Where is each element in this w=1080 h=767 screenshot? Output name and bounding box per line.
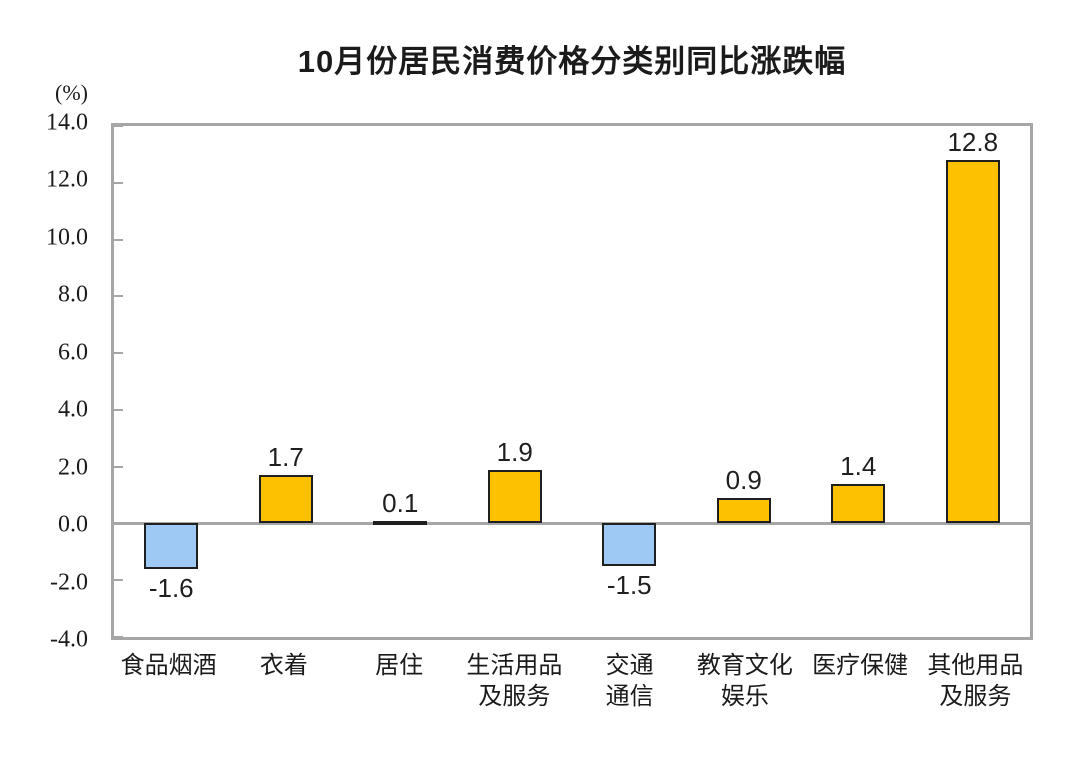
y-tick-label: 6.0 — [58, 339, 88, 366]
bar-positive — [831, 483, 886, 524]
x-category-label: 教育文化 娱乐 — [696, 652, 793, 710]
x-category-label: 衣着 — [259, 652, 308, 679]
bar-positive — [258, 475, 313, 524]
y-tick-label: 2.0 — [58, 454, 88, 481]
y-tick-label: 12.0 — [46, 166, 88, 193]
bar-value-label: 1.4 — [840, 450, 877, 481]
bar-positive — [373, 520, 428, 525]
y-axis-tick-labels: 14.0 12.0 10.0 8.0 6.0 4.0 2.0 0.0 -2.0 -4.0 — [0, 110, 88, 653]
x-category-label: 医疗保健 — [812, 652, 909, 679]
bar-value-label: 1.7 — [267, 442, 304, 473]
bar-negative — [602, 523, 657, 567]
axis-tick-mark — [114, 465, 123, 468]
bar-positive — [487, 469, 542, 524]
y-axis-unit-label: (%) — [55, 80, 88, 105]
axis-tick-mark — [114, 636, 123, 638]
x-category-label: 食品烟酒 — [120, 652, 217, 679]
y-tick-label: 14.0 — [46, 109, 88, 136]
axis-tick-mark — [114, 352, 123, 355]
bar-value-label: -1.6 — [148, 572, 194, 603]
axis-tick-mark — [114, 181, 123, 184]
y-tick-label: -4.0 — [50, 626, 88, 653]
y-tick-label: 8.0 — [58, 281, 88, 308]
axis-tick-mark — [114, 238, 123, 241]
x-category-label: 居住 — [375, 652, 424, 679]
x-axis-category-labels: 食品烟酒 衣着 居住 生活用品 及服务 交通 通信 教育文化 娱乐 医疗保健 其他用品 及服务 — [111, 650, 1033, 712]
x-category-label: 交通 通信 — [605, 652, 654, 710]
axis-tick-mark — [114, 125, 123, 127]
y-tick-label: 0.0 — [58, 511, 88, 538]
axis-tick-mark — [114, 295, 123, 298]
x-category-label: 其他用品 及服务 — [927, 652, 1024, 710]
y-tick-label: 4.0 — [58, 396, 88, 423]
y-tick-label: 10.0 — [46, 224, 88, 251]
bar-value-label: 0.9 — [725, 464, 762, 495]
bar-value-label: 0.1 — [382, 487, 419, 518]
y-tick-label: -2.0 — [50, 569, 88, 596]
axis-tick-mark — [114, 408, 123, 411]
chart-title: 10月份居民消费价格分类别同比涨跌幅 — [297, 44, 847, 79]
x-category-label: 生活用品 及服务 — [466, 652, 563, 710]
bar-value-label: 1.9 — [496, 436, 533, 467]
bar-value-label: 12.8 — [947, 127, 999, 158]
bar-positive — [945, 160, 1000, 524]
bar-value-label: -1.5 — [606, 570, 652, 601]
plot-area: -1.6 1.7 0.1 1.9 -1.5 0.9 1.4 12.8 — [111, 123, 1033, 640]
zero-axis-line — [114, 521, 1030, 525]
bar-negative — [144, 523, 199, 569]
axis-tick-mark — [114, 579, 123, 582]
bar-positive — [716, 497, 771, 524]
